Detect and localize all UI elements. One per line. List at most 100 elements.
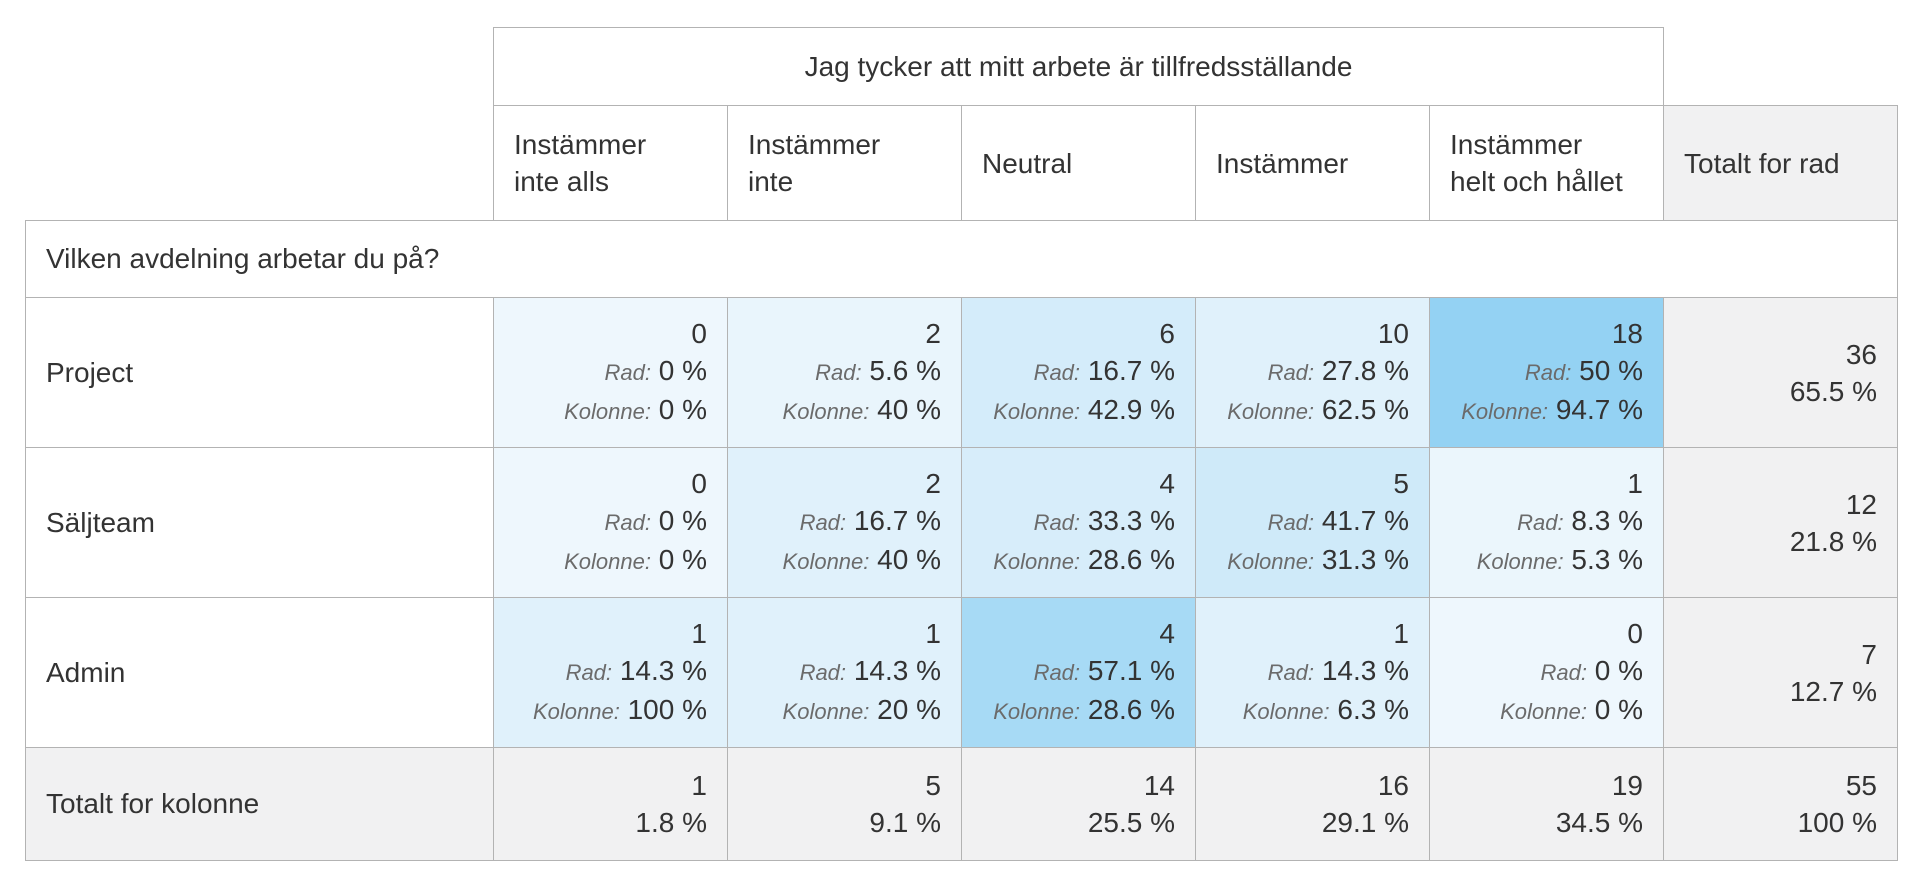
col-pct-value: 42.9 % xyxy=(1087,394,1175,425)
row-pct-value: 33.3 % xyxy=(1087,505,1175,536)
table-row: Säljteam 0 Rad: 0 % Kolonne: 0 % 2 Rad: … xyxy=(25,447,1898,598)
column-total-pct: 9.1 % xyxy=(869,807,941,838)
col-pct-label: Kolonne: xyxy=(993,549,1081,574)
row-pct-label: Rad: xyxy=(1033,360,1081,385)
column-question-title: Jag tycker att mitt arbete är tillfredss… xyxy=(493,27,1664,106)
row-pct-value: 27.8 % xyxy=(1321,355,1409,386)
column-header: Instämmer xyxy=(1195,105,1430,221)
column-total-count: 5 xyxy=(925,770,941,801)
row-pct-value: 5.6 % xyxy=(869,355,941,386)
data-cell: 0 Rad: 0 % Kolonne: 0 % xyxy=(493,447,728,598)
data-cell: 5 Rad: 41.7 % Kolonne: 31.3 % xyxy=(1195,447,1430,598)
col-pct-label: Kolonne: xyxy=(782,399,870,424)
row-pct-value: 0 % xyxy=(658,505,707,536)
cell-count: 1 xyxy=(1393,618,1409,649)
col-pct-label: Kolonne: xyxy=(1227,549,1315,574)
column-totals-header: Totalt for kolonne xyxy=(25,747,494,861)
corner-blank-right xyxy=(1664,28,1898,106)
cell-count: 1 xyxy=(925,618,941,649)
col-pct-label: Kolonne: xyxy=(782,549,870,574)
row-pct-label: Rad: xyxy=(565,660,613,685)
column-total-count: 19 xyxy=(1611,770,1643,801)
col-pct-value: 31.3 % xyxy=(1321,544,1409,575)
row-total-count: 12 xyxy=(1845,488,1877,520)
column-header: Instämmer inte alls xyxy=(493,105,728,221)
data-cell: 4 Rad: 33.3 % Kolonne: 28.6 % xyxy=(961,447,1196,598)
row-pct-label: Rad: xyxy=(604,510,651,535)
column-total-count: 1 xyxy=(691,770,707,801)
cell-count: 18 xyxy=(1611,318,1643,349)
data-cell: 0 Rad: 0 % Kolonne: 0 % xyxy=(493,297,728,448)
row-total-cell: 7 12.7 % xyxy=(1663,597,1898,748)
cell-count: 2 xyxy=(925,468,941,499)
cell-count: 0 xyxy=(691,318,707,349)
col-pct-value: 6.3 % xyxy=(1337,694,1409,725)
col-pct-label: Kolonne: xyxy=(1227,399,1315,424)
row-pct-label: Rad: xyxy=(1540,660,1587,685)
col-pct-value: 40 % xyxy=(877,544,941,575)
col-pct-label: Kolonne: xyxy=(564,399,651,424)
data-cell: 6 Rad: 16.7 % Kolonne: 42.9 % xyxy=(961,297,1196,448)
column-header: Instämmer helt och hållet xyxy=(1429,105,1664,221)
column-header: Instämmer inte xyxy=(727,105,962,221)
row-header: Säljteam xyxy=(25,447,494,598)
row-pct-value: 50 % xyxy=(1579,355,1643,386)
cell-count: 6 xyxy=(1159,318,1175,349)
row-pct-value: 14.3 % xyxy=(853,655,941,686)
row-pct-value: 14.3 % xyxy=(1321,655,1409,686)
row-pct-label: Rad: xyxy=(604,360,651,385)
row-pct-label: Rad: xyxy=(1033,510,1081,535)
cell-count: 0 xyxy=(691,468,707,499)
row-pct-label: Rad: xyxy=(1517,510,1564,535)
data-cell: 10 Rad: 27.8 % Kolonne: 62.5 % xyxy=(1195,297,1430,448)
row-question-title: Vilken avdelning arbetar du på? xyxy=(25,220,1898,298)
column-total-pct: 1.8 % xyxy=(635,807,707,838)
col-pct-value: 5.3 % xyxy=(1571,544,1643,575)
row-pct-value: 0 % xyxy=(658,355,707,386)
cell-count: 4 xyxy=(1159,618,1175,649)
row-pct-label: Rad: xyxy=(1033,660,1081,685)
row-total-pct: 21.8 % xyxy=(1789,525,1877,557)
column-total-cell: 19 34.5 % xyxy=(1429,747,1664,861)
row-pct-value: 16.7 % xyxy=(853,505,941,536)
row-total-count: 36 xyxy=(1845,338,1877,370)
col-pct-label: Kolonne: xyxy=(1476,549,1564,574)
corner-blank-2 xyxy=(26,106,494,221)
column-total-pct: 25.5 % xyxy=(1087,807,1175,838)
column-total-pct: 34.5 % xyxy=(1555,807,1643,838)
table-row: Project 0 Rad: 0 % Kolonne: 0 % 2 Rad: 5… xyxy=(25,297,1898,448)
row-total-cell: 36 65.5 % xyxy=(1663,297,1898,448)
column-total-cell: 14 25.5 % xyxy=(961,747,1196,861)
column-total-cell: 16 29.1 % xyxy=(1195,747,1430,861)
row-total-header: Totalt for rad xyxy=(1663,105,1898,221)
row-total-cell: 12 21.8 % xyxy=(1663,447,1898,598)
col-pct-label: Kolonne: xyxy=(564,549,651,574)
row-pct-value: 41.7 % xyxy=(1321,505,1409,536)
col-pct-value: 0 % xyxy=(658,394,707,425)
column-header: Neutral xyxy=(961,105,1196,221)
data-cell: 1 Rad: 14.3 % Kolonne: 6.3 % xyxy=(1195,597,1430,748)
row-pct-label: Rad: xyxy=(1267,660,1315,685)
row-total-pct: 12.7 % xyxy=(1789,675,1877,707)
data-cell: 1 Rad: 14.3 % Kolonne: 20 % xyxy=(727,597,962,748)
row-pct-label: Rad: xyxy=(815,360,862,385)
grand-total-pct: 100 % xyxy=(1797,807,1877,838)
column-totals-row: Totalt for kolonne 1 1.8 % 5 9.1 % 14 25.5 … xyxy=(25,747,1898,861)
row-pct-label: Rad: xyxy=(1267,360,1315,385)
cell-count: 0 xyxy=(1627,618,1643,649)
row-pct-label: Rad: xyxy=(1524,360,1572,385)
data-cell: 1 Rad: 8.3 % Kolonne: 5.3 % xyxy=(1429,447,1664,598)
row-pct-value: 16.7 % xyxy=(1087,355,1175,386)
col-pct-value: 0 % xyxy=(1594,694,1643,725)
column-total-count: 14 xyxy=(1143,770,1175,801)
col-pct-value: 0 % xyxy=(658,544,707,575)
row-total-pct: 65.5 % xyxy=(1789,375,1877,407)
column-total-cell: 5 9.1 % xyxy=(727,747,962,861)
column-total-cell: 1 1.8 % xyxy=(493,747,728,861)
data-cell: 2 Rad: 5.6 % Kolonne: 40 % xyxy=(727,297,962,448)
col-pct-label: Kolonne: xyxy=(782,699,870,724)
data-cell: 1 Rad: 14.3 % Kolonne: 100 % xyxy=(493,597,728,748)
grand-total-count: 55 xyxy=(1845,770,1877,801)
row-pct-label: Rad: xyxy=(799,660,847,685)
row-pct-value: 0 % xyxy=(1594,655,1643,686)
